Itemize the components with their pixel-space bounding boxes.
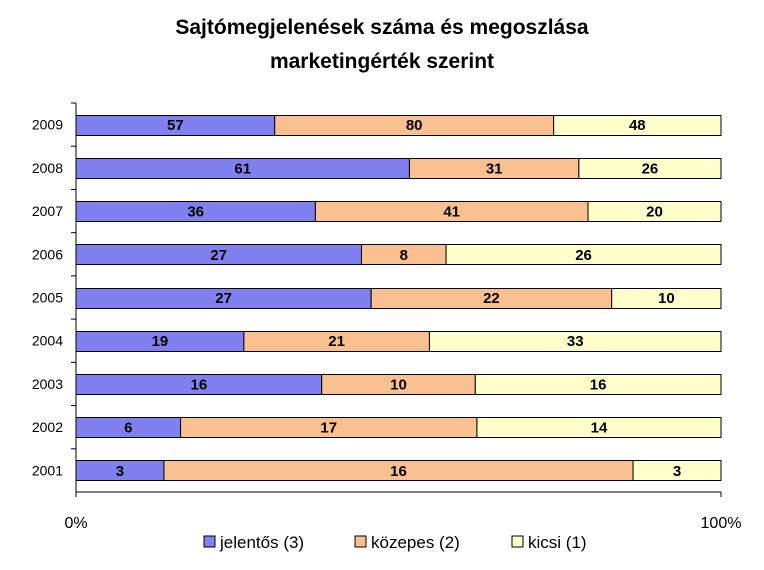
data-label-2005-series-0: 27 bbox=[215, 290, 232, 307]
data-label-2003-series-1: 10 bbox=[390, 376, 407, 393]
bar-2001-series-2 bbox=[632, 460, 722, 481]
data-label-2008-series-2: 26 bbox=[642, 160, 659, 177]
data-label-2001-series-1: 16 bbox=[390, 463, 407, 480]
bar-2007-series-2 bbox=[587, 201, 722, 222]
bar-2006-series-2 bbox=[445, 244, 722, 265]
data-label-2002-series-0: 6 bbox=[124, 420, 132, 437]
category-label-2006: 2006 bbox=[32, 246, 63, 262]
category-label-2009: 2009 bbox=[32, 117, 63, 133]
bar-2008-series-2 bbox=[578, 158, 722, 179]
data-label-2009-series-1: 80 bbox=[406, 117, 423, 134]
data-label-2002-series-1: 17 bbox=[320, 420, 337, 437]
x-tick-label-0: 0% bbox=[64, 515, 87, 532]
bar-2002-series-2 bbox=[476, 417, 722, 438]
category-label-2002: 2002 bbox=[32, 419, 63, 435]
data-label-2007-series-1: 41 bbox=[443, 204, 460, 221]
bar-2009-series-2 bbox=[553, 115, 722, 136]
data-label-2004-series-0: 19 bbox=[152, 333, 169, 350]
data-label-2003-series-0: 16 bbox=[191, 376, 208, 393]
category-label-2004: 2004 bbox=[32, 333, 63, 349]
data-label-2009-series-0: 57 bbox=[167, 117, 184, 134]
data-label-2006-series-1: 8 bbox=[400, 247, 408, 264]
category-label-2005: 2005 bbox=[32, 290, 63, 306]
data-label-2007-series-2: 20 bbox=[646, 204, 663, 221]
bar-2004-series-2 bbox=[428, 331, 722, 352]
category-label-2008: 2008 bbox=[32, 160, 63, 176]
data-label-2004-series-2: 33 bbox=[567, 333, 584, 350]
data-label-2007-series-0: 36 bbox=[187, 204, 204, 221]
data-label-2001-series-0: 3 bbox=[116, 463, 124, 480]
data-label-2006-series-2: 26 bbox=[575, 247, 592, 264]
data-label-2002-series-2: 14 bbox=[591, 420, 608, 437]
bar-2003-series-2 bbox=[474, 374, 722, 395]
x-tick-label-100: 100% bbox=[701, 515, 742, 532]
category-label-2007: 2007 bbox=[32, 203, 63, 219]
legend-swatch-2 bbox=[511, 535, 524, 548]
legend-swatch-1 bbox=[354, 535, 367, 548]
data-label-2008-series-0: 61 bbox=[234, 160, 251, 177]
bar-2005-series-2 bbox=[611, 288, 722, 309]
data-label-2005-series-2: 10 bbox=[658, 290, 675, 307]
data-label-2005-series-1: 22 bbox=[483, 290, 500, 307]
category-label-2003: 2003 bbox=[32, 376, 63, 392]
legend-entry-2: kicsi (1) bbox=[528, 533, 587, 552]
data-label-2001-series-2: 3 bbox=[673, 463, 681, 480]
data-label-2003-series-2: 16 bbox=[590, 376, 607, 393]
chart-title-line-2: marketingérték szerint bbox=[269, 50, 495, 73]
legend-entry-0: jelentős (3) bbox=[219, 533, 304, 552]
chart-title-line-1: Sajtómegjelenések száma és megoszlása bbox=[175, 16, 589, 39]
category-label-2001: 2001 bbox=[32, 462, 63, 478]
legend-entry-1: közepes (2) bbox=[371, 533, 460, 552]
data-label-2008-series-1: 31 bbox=[486, 160, 503, 177]
legend-swatch-0 bbox=[203, 535, 216, 548]
data-label-2006-series-0: 27 bbox=[210, 247, 227, 264]
data-label-2004-series-1: 21 bbox=[328, 333, 345, 350]
data-label-2009-series-2: 48 bbox=[629, 117, 646, 134]
